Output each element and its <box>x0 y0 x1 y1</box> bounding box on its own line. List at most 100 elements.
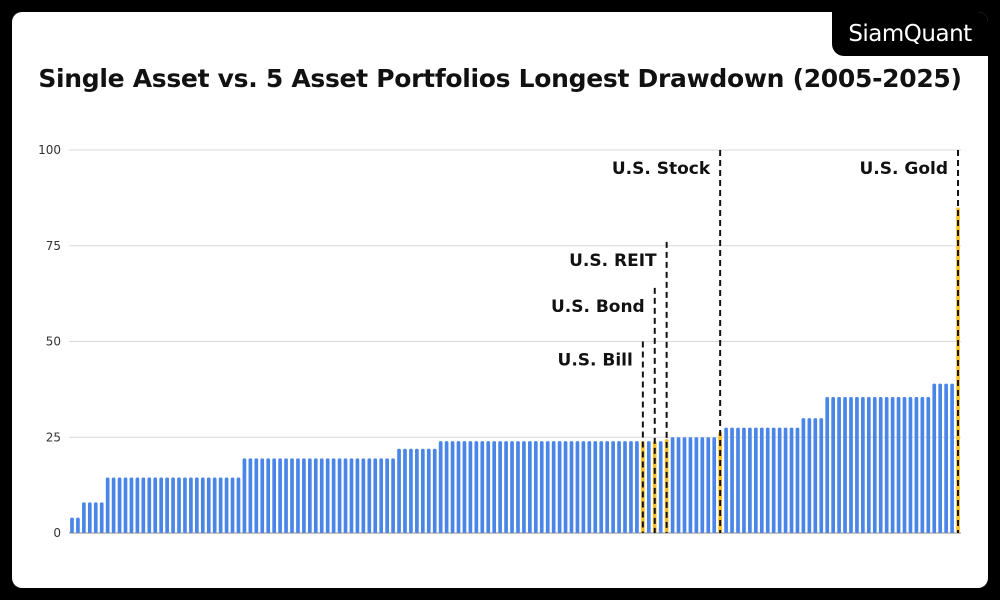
bar <box>783 427 788 533</box>
bar <box>599 441 604 533</box>
bar <box>635 441 639 533</box>
bar <box>878 397 883 533</box>
bar <box>765 427 770 533</box>
bar <box>254 458 259 533</box>
bar <box>147 477 152 533</box>
bar <box>135 477 140 533</box>
bar <box>474 441 479 533</box>
bar <box>908 397 913 533</box>
bar <box>444 441 449 533</box>
bar <box>165 477 169 533</box>
bar <box>748 427 752 533</box>
bar <box>111 477 116 533</box>
bar <box>861 397 865 533</box>
bar <box>373 458 378 533</box>
bar <box>831 397 835 533</box>
bar <box>159 477 164 533</box>
bar <box>367 458 372 533</box>
bar <box>896 397 901 533</box>
bar <box>337 458 342 533</box>
bar <box>325 458 330 533</box>
bar <box>432 448 437 533</box>
bar <box>753 427 758 533</box>
bar <box>658 441 663 533</box>
bar-chart: 0 25 50 75 100 U.S. Bill U.S. Bond U.S. REIT U.S… <box>38 143 961 540</box>
bar <box>813 418 818 533</box>
bar <box>70 517 74 533</box>
bar <box>87 502 92 533</box>
annotation-label: U.S. Bill <box>558 351 633 371</box>
bar <box>902 397 907 533</box>
bar <box>700 437 705 533</box>
bar <box>403 448 407 533</box>
bar <box>742 427 746 533</box>
bar <box>498 441 502 533</box>
bar <box>379 458 384 533</box>
bar <box>129 477 134 533</box>
bar <box>319 458 324 533</box>
bar <box>153 477 158 533</box>
bar <box>825 397 830 533</box>
bar <box>123 477 128 533</box>
bar <box>218 477 223 533</box>
annotation-label: U.S. Bond <box>551 297 645 317</box>
chart-title: Single Asset vs. 5 Asset Portfolios Long… <box>38 64 962 93</box>
bar <box>849 397 853 533</box>
bar <box>890 397 895 533</box>
bar <box>236 477 241 533</box>
bar <box>486 441 491 533</box>
bar <box>361 458 366 533</box>
bar <box>272 458 277 533</box>
bar <box>76 517 80 533</box>
y-tick-label: 75 <box>46 239 61 253</box>
annotation-label: U.S. REIT <box>569 251 657 271</box>
brand-logo: SiamQuant <box>832 12 988 56</box>
bar <box>278 458 282 533</box>
bar <box>575 441 580 533</box>
y-tick-label: 50 <box>46 335 61 349</box>
bar <box>385 458 389 533</box>
bar <box>611 441 615 533</box>
bar <box>462 441 467 533</box>
bar <box>230 477 235 533</box>
bar <box>343 458 348 533</box>
bar <box>777 427 782 533</box>
bar <box>438 441 443 533</box>
bar <box>296 458 300 533</box>
bar <box>420 448 425 533</box>
bar <box>646 441 651 533</box>
bar <box>331 458 336 533</box>
bar <box>914 397 919 533</box>
bar <box>920 397 925 533</box>
bar <box>313 458 318 533</box>
bar <box>539 441 544 533</box>
bar <box>450 441 455 533</box>
bar <box>415 448 419 533</box>
bar <box>242 458 247 533</box>
bar <box>195 477 199 533</box>
bar <box>807 418 812 533</box>
bar <box>266 458 271 533</box>
bar <box>771 427 776 533</box>
bar <box>397 448 401 533</box>
bar <box>884 397 889 533</box>
bar <box>557 441 562 533</box>
bar <box>605 441 610 533</box>
bar <box>545 441 550 533</box>
bar <box>593 441 598 533</box>
bar <box>932 383 937 533</box>
bar <box>290 458 294 533</box>
bar <box>284 458 288 533</box>
bar <box>528 441 532 533</box>
bar <box>676 437 681 533</box>
y-tick-label: 100 <box>38 143 61 157</box>
brand-name: SiamQuant <box>848 21 972 47</box>
bar <box>307 458 312 533</box>
chart-card: SiamQuant Single Asset vs. 5 Asset Portf… <box>12 12 988 588</box>
y-tick-label: 25 <box>46 430 61 444</box>
bar <box>944 383 948 533</box>
bar <box>724 427 728 533</box>
bar <box>789 427 794 533</box>
bar <box>480 441 485 533</box>
bar <box>504 441 508 533</box>
